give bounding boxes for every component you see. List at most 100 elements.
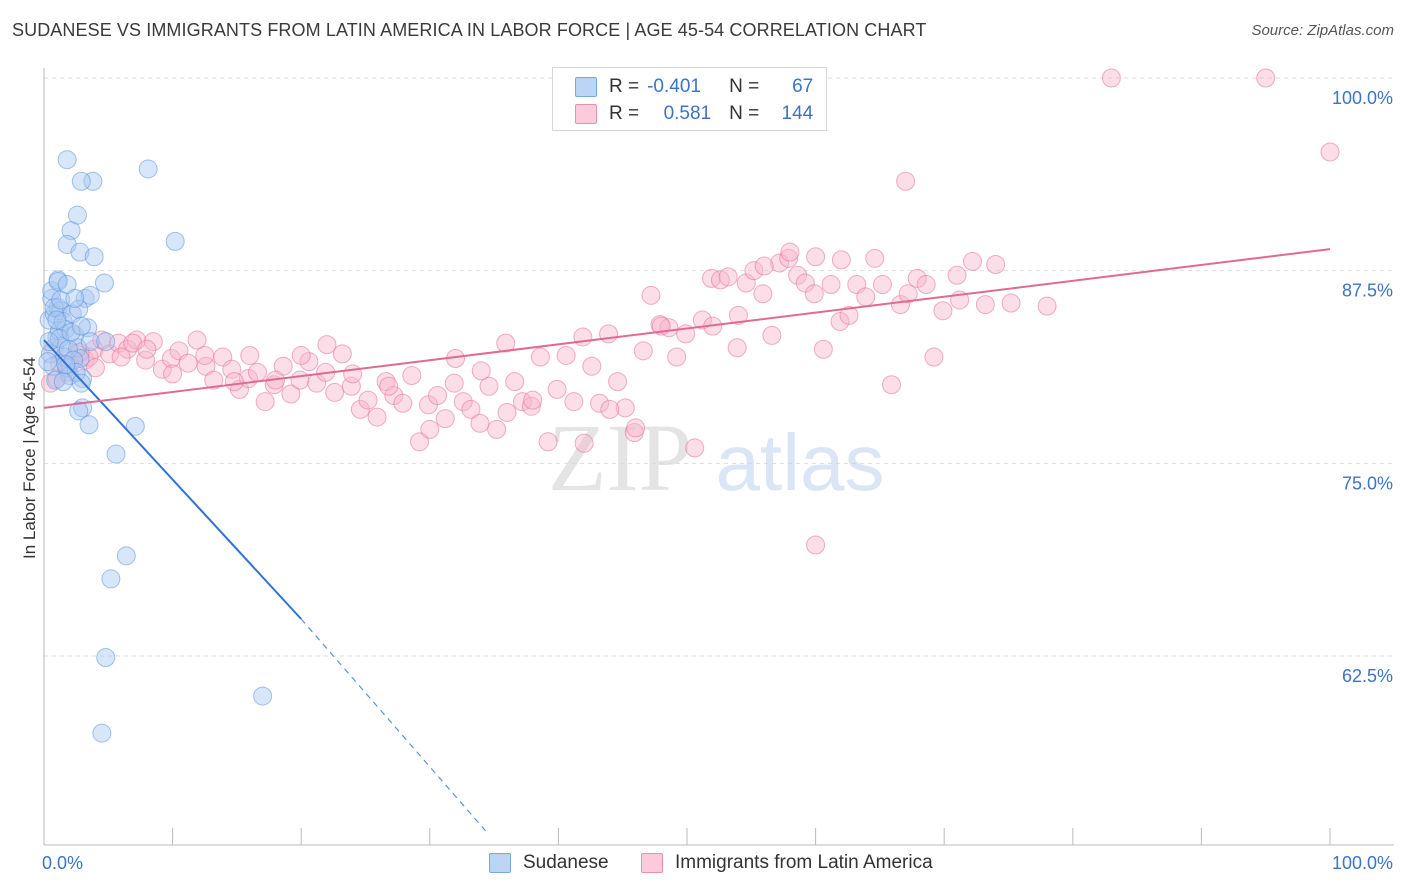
sudanese-point bbox=[69, 401, 89, 421]
latin-america-point bbox=[962, 251, 982, 271]
latin-america-point bbox=[753, 284, 773, 304]
sudanese-point bbox=[47, 310, 67, 330]
latin-america-point bbox=[479, 376, 499, 396]
latin-america-point bbox=[839, 305, 859, 325]
x-tick-label: 100.0% bbox=[1332, 853, 1393, 873]
sudanese-point bbox=[84, 247, 104, 267]
sudanese-point bbox=[44, 298, 64, 318]
latin-america-point bbox=[85, 358, 105, 378]
latin-america-point bbox=[947, 265, 967, 285]
sudanese-point bbox=[66, 362, 86, 382]
latin-america-point bbox=[641, 285, 661, 305]
sudanese-point bbox=[57, 150, 77, 170]
latin-america-point bbox=[573, 327, 593, 347]
latin-america-point bbox=[317, 335, 337, 355]
latin-america-point bbox=[780, 242, 800, 262]
latin-america-point bbox=[299, 352, 319, 372]
latin-america-point bbox=[453, 392, 473, 412]
latin-america-trend-line bbox=[43, 248, 1331, 409]
sudanese-point bbox=[94, 273, 114, 293]
sudanese-point bbox=[80, 285, 100, 305]
latin-america-point bbox=[821, 275, 841, 295]
sudanese-point bbox=[101, 569, 121, 589]
latin-america-point bbox=[204, 370, 224, 390]
sudanese-point bbox=[71, 373, 91, 393]
sudanese-point bbox=[138, 159, 158, 179]
data-points bbox=[38, 68, 1340, 743]
latin-america-point bbox=[806, 247, 826, 267]
y-axis-label: In Labor Force | Age 45-54 bbox=[20, 357, 39, 559]
latin-america-point bbox=[600, 399, 620, 419]
sudanese-point bbox=[71, 171, 91, 191]
latin-america-point bbox=[865, 248, 885, 268]
latin-america-point bbox=[1256, 68, 1276, 88]
latin-america-point bbox=[505, 372, 525, 392]
sudanese-point bbox=[96, 332, 116, 352]
latin-america-point bbox=[530, 347, 550, 367]
r-label: R = bbox=[609, 103, 640, 124]
latin-america-point bbox=[872, 275, 892, 295]
n-label: N = bbox=[729, 103, 760, 124]
latin-america-point bbox=[420, 419, 440, 439]
sudanese-point bbox=[61, 322, 81, 342]
latin-america-point bbox=[410, 432, 430, 452]
n-value: 67 bbox=[792, 76, 814, 97]
latin-america-point bbox=[779, 248, 799, 268]
latin-america-point bbox=[975, 295, 995, 315]
latin-america-point bbox=[512, 392, 532, 412]
latin-america-point bbox=[744, 261, 764, 281]
x-tick-label: 0.0% bbox=[42, 853, 83, 873]
latin-america-point bbox=[831, 250, 851, 270]
axes bbox=[43, 68, 1394, 846]
trend-lines bbox=[43, 248, 1331, 834]
n-label: N = bbox=[729, 76, 760, 97]
y-tick-label: 100.0% bbox=[1332, 88, 1393, 108]
latin-america-point bbox=[916, 275, 936, 295]
sudanese-point bbox=[80, 332, 100, 352]
latin-america-point bbox=[762, 325, 782, 345]
sudanese-point bbox=[79, 415, 99, 435]
latin-america-point bbox=[582, 356, 602, 376]
latin-america-point bbox=[393, 393, 413, 413]
latin-america-point bbox=[727, 338, 747, 358]
latin-america-point bbox=[428, 386, 448, 406]
latin-america-point bbox=[754, 256, 774, 276]
sudanese-point bbox=[65, 288, 85, 308]
latin-america-point bbox=[813, 339, 833, 359]
latin-america-point bbox=[1320, 142, 1340, 162]
latin-america-point bbox=[667, 347, 687, 367]
latin-america-point bbox=[367, 407, 387, 427]
latin-america-point bbox=[896, 171, 916, 191]
y-tick-labels: 62.5% 75.0% 87.5% 100.0% bbox=[1332, 88, 1393, 686]
latin-america-point bbox=[626, 418, 646, 438]
latin-america-point bbox=[633, 341, 653, 361]
sudanese-point bbox=[83, 171, 103, 191]
latin-america-point bbox=[890, 295, 910, 315]
legend-swatch-latin-america bbox=[575, 104, 597, 124]
legend-row-sudanese: R = -0.401 N = 67 bbox=[575, 74, 813, 100]
latin-america-point bbox=[222, 359, 242, 379]
sudanese-point bbox=[106, 444, 126, 464]
legend-label-latin-america: Immigrants from Latin America bbox=[675, 852, 933, 873]
chart-title: SUDANESE VS IMMIGRANTS FROM LATIN AMERIC… bbox=[12, 20, 927, 40]
latin-america-point bbox=[224, 372, 244, 392]
legend-label-sudanese: Sudanese bbox=[523, 852, 609, 873]
latin-america-point bbox=[487, 419, 507, 439]
sudanese-trend-line bbox=[43, 339, 302, 620]
series-legend: Sudanese Immigrants from Latin America bbox=[0, 852, 1406, 878]
latin-america-point bbox=[590, 393, 610, 413]
latin-america-point bbox=[379, 376, 399, 396]
latin-america-point bbox=[608, 372, 628, 392]
latin-america-point bbox=[788, 265, 808, 285]
correlation-legend: R = -0.401 N = 67 R = 0.581 N = 144 bbox=[552, 67, 827, 131]
source-label: Source: ZipAtlas.com bbox=[1251, 22, 1394, 39]
sudanese-point bbox=[125, 416, 145, 436]
latin-america-point bbox=[924, 347, 944, 367]
latin-america-point bbox=[358, 390, 378, 410]
latin-america-point bbox=[111, 347, 131, 367]
latin-america-point bbox=[290, 370, 310, 390]
legend-item-latin-america: Immigrants from Latin America bbox=[641, 852, 933, 874]
latin-america-point bbox=[187, 330, 207, 350]
y-tick-label: 87.5% bbox=[1342, 281, 1393, 301]
latin-america-point bbox=[163, 364, 183, 384]
